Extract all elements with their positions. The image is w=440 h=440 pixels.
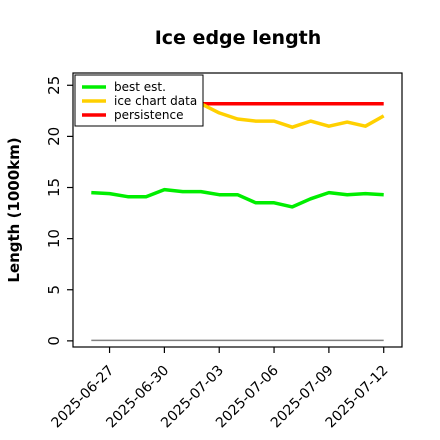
y-tick-label: 5 bbox=[45, 285, 63, 295]
chart-title: Ice edge length bbox=[155, 27, 322, 49]
y-tick-label: 20 bbox=[45, 127, 63, 146]
y-tick-label: 10 bbox=[45, 229, 63, 248]
legend-label-best-est-: best est. bbox=[114, 80, 166, 94]
axes: 05101520252025-06-272025-06-302025-07-03… bbox=[45, 72, 403, 431]
y-axis-label: Length (1000km) bbox=[5, 137, 23, 282]
y-tick-label: 0 bbox=[45, 336, 63, 346]
series-line-ice-chart-data bbox=[200, 102, 385, 129]
plot-area bbox=[91, 101, 385, 342]
legend-label-ice-chart-data: ice chart data bbox=[114, 94, 197, 108]
y-tick-label: 15 bbox=[45, 178, 63, 197]
series-line-best-est- bbox=[91, 187, 384, 209]
plot-frame bbox=[72, 72, 403, 348]
y-tick-label: 25 bbox=[45, 76, 63, 95]
legend-label-persistence: persistence bbox=[114, 108, 183, 122]
